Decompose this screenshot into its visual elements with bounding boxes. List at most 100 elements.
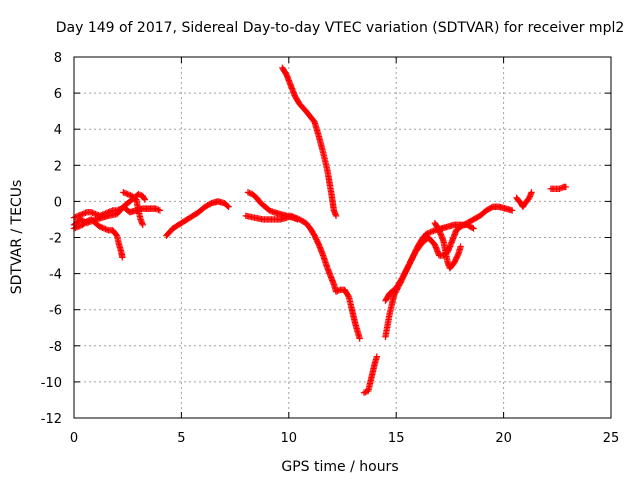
data-point [102,210,109,217]
data-point [75,212,82,220]
data-point [423,230,430,238]
series-arc-e [163,198,232,239]
y-tick-label: -8 [49,340,62,355]
data-point [113,207,121,214]
data-point [405,261,413,268]
data-point [410,252,417,260]
y-tick-label: -6 [49,304,62,319]
data-point [153,206,161,213]
data-point [402,268,409,275]
data-point [556,185,563,192]
series-arc-i [360,353,381,396]
series-arc-k [382,203,516,304]
data-point [75,223,82,230]
data-point [457,243,464,250]
data-point [399,274,406,281]
data-point [267,207,275,215]
y-tick-label: -4 [49,268,62,283]
series-arc-d [120,189,146,229]
data-point [73,213,81,220]
data-point [469,224,476,231]
data-point [77,211,85,218]
data-point [136,191,144,198]
data-point [89,209,96,217]
y-axis-label: SDTVAR / TECUs [9,180,25,295]
y-tick-label: -12 [41,412,62,427]
data-point [72,213,79,221]
data-point [470,225,477,232]
data-point [121,189,129,197]
data-point [528,189,535,196]
series-arc-b [70,190,149,221]
data-point [362,388,369,396]
data-point [124,190,131,198]
data-point [360,389,368,396]
data-point [100,225,108,232]
data-point [83,218,91,225]
series-arc-h [279,64,340,220]
data-point [135,190,142,198]
data-point [120,189,127,196]
x-tick-label: 20 [495,431,512,446]
data-point [290,213,298,221]
chart-title: Day 149 of 2017, Sidereal Day-to-day VTE… [56,20,625,36]
x-tick-label: 0 [70,431,78,446]
y-tick-label: 0 [54,195,62,210]
data-point [356,335,363,342]
data-point [246,189,253,197]
data-point [400,272,407,280]
data-point [335,287,343,294]
data-point [92,210,99,218]
data-point [115,206,122,214]
x-axis-label: GPS time / hours [281,459,398,475]
data-point [119,254,126,261]
data-point [403,266,410,274]
data-point [103,209,111,217]
data-point [87,209,95,216]
y-tick-label: -10 [41,376,62,391]
grid-lines [74,57,611,418]
data-point [562,183,570,191]
data-point [156,207,164,214]
series-arc-l [431,219,464,272]
data-point [400,271,408,278]
data-point [140,195,148,202]
data-point [72,224,79,232]
data-point [406,259,414,267]
data-point [102,225,109,233]
data-point [292,214,299,221]
y-tick-label: 2 [54,159,62,174]
data-point [99,224,106,232]
data-point [76,222,83,230]
data-point [152,205,159,212]
y-tick-label: -2 [49,232,62,247]
data-point [403,265,411,272]
series-arc-n [547,183,570,192]
data-point [96,223,103,230]
x-tick-label: 25 [603,431,620,446]
data-point [98,212,105,219]
data-point [103,226,111,233]
series-arc-g [242,212,363,342]
data-point [408,255,416,263]
data-point [80,210,88,217]
data-point [266,207,273,214]
series-arc-m [513,189,535,211]
data-point [123,190,130,197]
data-point [425,229,433,236]
y-tick-label: 6 [54,87,62,102]
data-point [76,212,83,219]
data-point [405,262,412,270]
data-point [409,254,416,261]
data-point [224,202,231,210]
data-point [410,251,418,258]
data-point [427,228,434,236]
data-point [105,209,112,216]
data-point [287,212,295,220]
data-point [225,203,232,211]
y-tick-label: 8 [54,51,62,66]
data-point [106,208,113,215]
data-point [125,191,133,198]
data-point [98,224,105,231]
